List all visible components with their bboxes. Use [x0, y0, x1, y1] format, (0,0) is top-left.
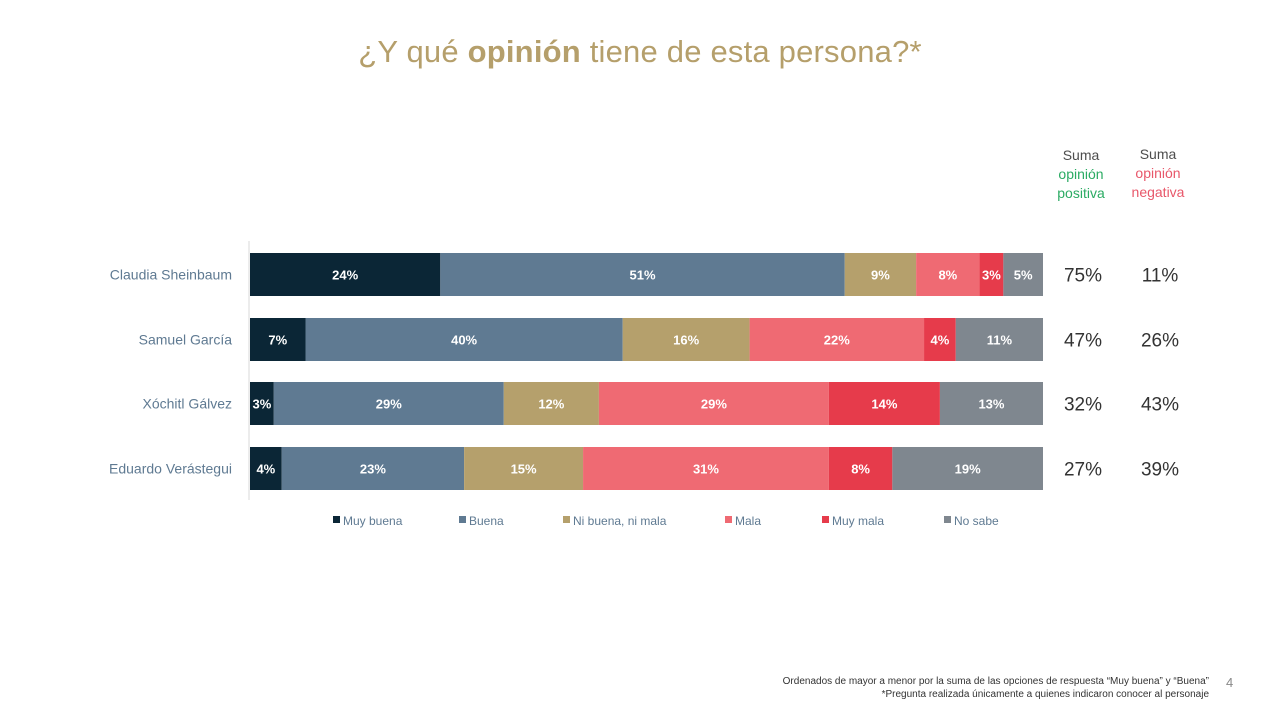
legend-swatch [944, 516, 951, 523]
bar-segment [979, 253, 1004, 296]
legend-swatch [563, 516, 570, 523]
negative-header-line3: negativa [1131, 184, 1185, 200]
negative-sum-value: 26% [1141, 331, 1179, 352]
data-label: 12% [538, 397, 564, 412]
data-label: 29% [701, 397, 727, 412]
data-label: 22% [824, 333, 850, 348]
category-label: Samuel García [139, 332, 233, 348]
data-label: 3% [252, 397, 271, 412]
data-label: 5% [1014, 268, 1033, 283]
bar-segment [273, 382, 504, 425]
footer-line1: Ordenados de mayor a menor por la suma d… [782, 676, 1209, 687]
bar-segment [924, 318, 956, 361]
data-label: 8% [938, 268, 957, 283]
positive-sum-value: 27% [1064, 460, 1102, 481]
bar-segment [503, 382, 599, 425]
data-label: 4% [256, 462, 275, 477]
opinion-stacked-bar-chart: Claudia Sheinbaum 24% 51% 9% 8% 3% 5% 75% 11% Sam… [109, 241, 1179, 528]
bar-segment [749, 318, 925, 361]
footer-line2: *Pregunta realizada únicamente a quienes… [881, 689, 1209, 700]
legend-label: Ni buena, ni mala [573, 514, 667, 528]
bar-segment [440, 253, 845, 296]
data-label: 4% [931, 333, 950, 348]
data-label: 40% [451, 333, 477, 348]
negative-header-line1: Suma [1139, 146, 1177, 162]
legend-swatch [333, 516, 340, 523]
bar-segment [1003, 253, 1043, 296]
positive-sum-value: 32% [1064, 395, 1102, 416]
data-label: 19% [955, 462, 981, 477]
bar-segment [939, 382, 1043, 425]
legend-label: No sabe [954, 514, 999, 528]
legend-label: Mala [735, 514, 761, 528]
bar-segment [844, 253, 917, 296]
data-label: 14% [871, 397, 897, 412]
data-label: 23% [360, 462, 386, 477]
data-label: 13% [978, 397, 1004, 412]
negative-header-line2: opinión [1135, 165, 1181, 181]
bar-segment [281, 447, 465, 490]
bar-segment [598, 382, 829, 425]
chart-title: ¿Y qué opinión tiene de esta persona?* [0, 34, 1280, 70]
bar-segment [583, 447, 829, 490]
negative-sum-value: 39% [1141, 460, 1179, 481]
bar-segment [250, 253, 441, 296]
legend-label: Buena [469, 514, 504, 528]
title-post: tiene de esta persona?* [580, 34, 922, 69]
title-bold: opinión [467, 34, 581, 69]
bar-segment [955, 318, 1043, 361]
data-label: 15% [511, 462, 537, 477]
bar-segment [250, 318, 306, 361]
bar-segment [892, 447, 1043, 490]
data-label: 29% [376, 397, 402, 412]
data-label: 24% [332, 268, 358, 283]
category-label: Eduardo Verástegui [109, 461, 232, 477]
negative-sum-value: 43% [1141, 395, 1179, 416]
data-label: 7% [268, 333, 287, 348]
bar-segment [622, 318, 750, 361]
positive-header-line3: positiva [1057, 185, 1105, 201]
positive-header-line1: Suma [1062, 147, 1100, 163]
legend-swatch [725, 516, 732, 523]
legend-swatch [822, 516, 829, 523]
positive-sum-value: 47% [1064, 331, 1102, 352]
data-label: 31% [693, 462, 719, 477]
legend-label: Muy mala [832, 514, 884, 528]
negative-sum-value: 11% [1142, 266, 1179, 287]
data-label: 11% [987, 333, 1013, 348]
bar-segment [464, 447, 584, 490]
bar-segment [250, 382, 274, 425]
bar-segment [916, 253, 980, 296]
bar-segment [250, 447, 282, 490]
category-label: Claudia Sheinbaum [110, 267, 232, 283]
data-label: 8% [851, 462, 870, 477]
legend-label: Muy buena [343, 514, 403, 528]
title-pre: ¿Y qué [358, 34, 468, 69]
negative-sum-header: Suma opinión negativa [1123, 145, 1193, 202]
category-label: Xóchitl Gálvez [143, 396, 232, 412]
data-label: 3% [982, 268, 1001, 283]
bar-segment [828, 447, 893, 490]
positive-sum-value: 75% [1064, 266, 1102, 287]
footer-notes: Ordenados de mayor a menor por la suma d… [783, 675, 1209, 701]
data-label: 51% [630, 268, 656, 283]
bar-segment [828, 382, 940, 425]
positive-header-line2: opinión [1058, 166, 1104, 182]
data-label: 16% [673, 333, 699, 348]
bar-segment [305, 318, 623, 361]
page-number: 4 [1226, 675, 1234, 690]
legend-swatch [459, 516, 466, 523]
data-label: 9% [871, 268, 890, 283]
positive-sum-header: Suma opinión positiva [1046, 146, 1116, 203]
